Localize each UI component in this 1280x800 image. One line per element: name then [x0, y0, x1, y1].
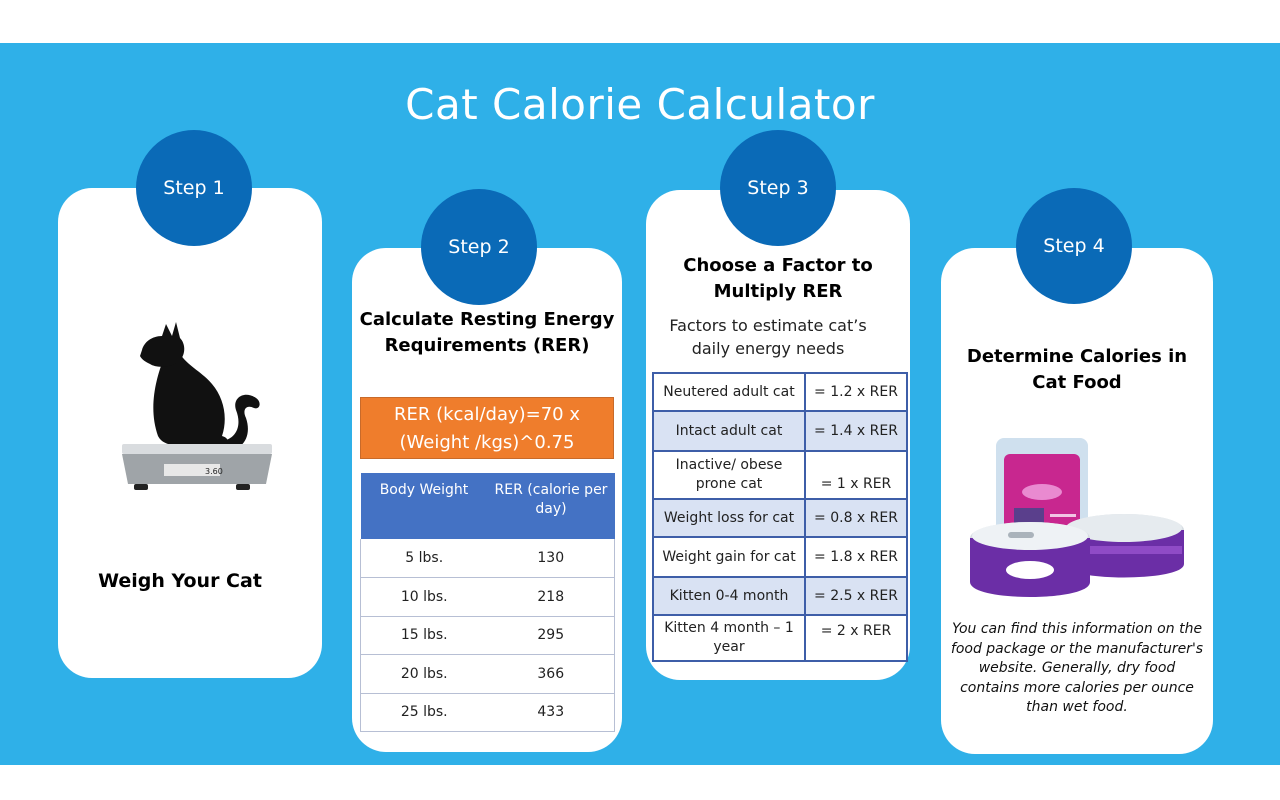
- table-row: Weight loss for cat = 0.8 x RER: [652, 498, 908, 538]
- table-row: Intact adult cat = 1.4 x RER: [652, 410, 908, 452]
- cat-on-scale-icon: 3.60: [122, 322, 272, 490]
- step2-heading: Calculate Resting Energy Requirements (R…: [359, 309, 615, 356]
- page-title: Cat Calorie Calculator: [405, 80, 875, 129]
- table-row: Neutered adult cat = 1.2 x RER: [652, 372, 908, 412]
- scale-icon: 3.60: [122, 444, 272, 490]
- step3-badge: Step 3: [720, 130, 836, 246]
- step4-badge: Step 4: [1016, 188, 1132, 304]
- scale-reading: 3.60: [205, 467, 223, 476]
- table-row: 5 lbs. 130: [360, 539, 615, 578]
- step3-subheading: Factors to estimate cat’s daily energy n…: [669, 316, 867, 358]
- rer-table: Body Weight RER (calorie per day) 5 lbs.…: [360, 473, 615, 732]
- table-row: Kitten 4 month – 1 year = 2 x RER: [652, 614, 908, 662]
- rer-formula: RER (kcal/day)=70 x (Weight /kgs)^0.75: [360, 397, 614, 459]
- table-row: Kitten 0-4 month = 2.5 x RER: [652, 576, 908, 616]
- table-row: 10 lbs. 218: [360, 577, 615, 617]
- cat-food-can-icon: [970, 514, 1184, 597]
- step1-badge: Step 1: [136, 130, 252, 246]
- table-row: Inactive/ obese prone cat = 1 x RER: [652, 450, 908, 500]
- step4-note: You can find this information on the foo…: [950, 621, 1204, 715]
- cat-silhouette-icon: [140, 322, 260, 453]
- table-row: 25 lbs. 433: [360, 693, 615, 732]
- column-header: Body Weight: [360, 473, 488, 539]
- rer-table-header: Body Weight RER (calorie per day): [360, 473, 615, 539]
- cat-food-icon: [970, 438, 1184, 597]
- table-row: 15 lbs. 295: [360, 616, 615, 655]
- factor-table: Neutered adult cat = 1.2 x RER Intact adu…: [652, 372, 908, 662]
- table-row: 20 lbs. 366: [360, 654, 615, 694]
- step2-badge: Step 2: [421, 189, 537, 305]
- step3-heading: Choose a Factor to Multiply RER: [683, 255, 873, 302]
- step4-heading: Determine Calories in Cat Food: [966, 346, 1188, 393]
- table-row: Weight gain for cat = 1.8 x RER: [652, 536, 908, 578]
- step1-caption: Weigh Your Cat: [98, 570, 262, 592]
- column-header: RER (calorie per day): [487, 473, 615, 539]
